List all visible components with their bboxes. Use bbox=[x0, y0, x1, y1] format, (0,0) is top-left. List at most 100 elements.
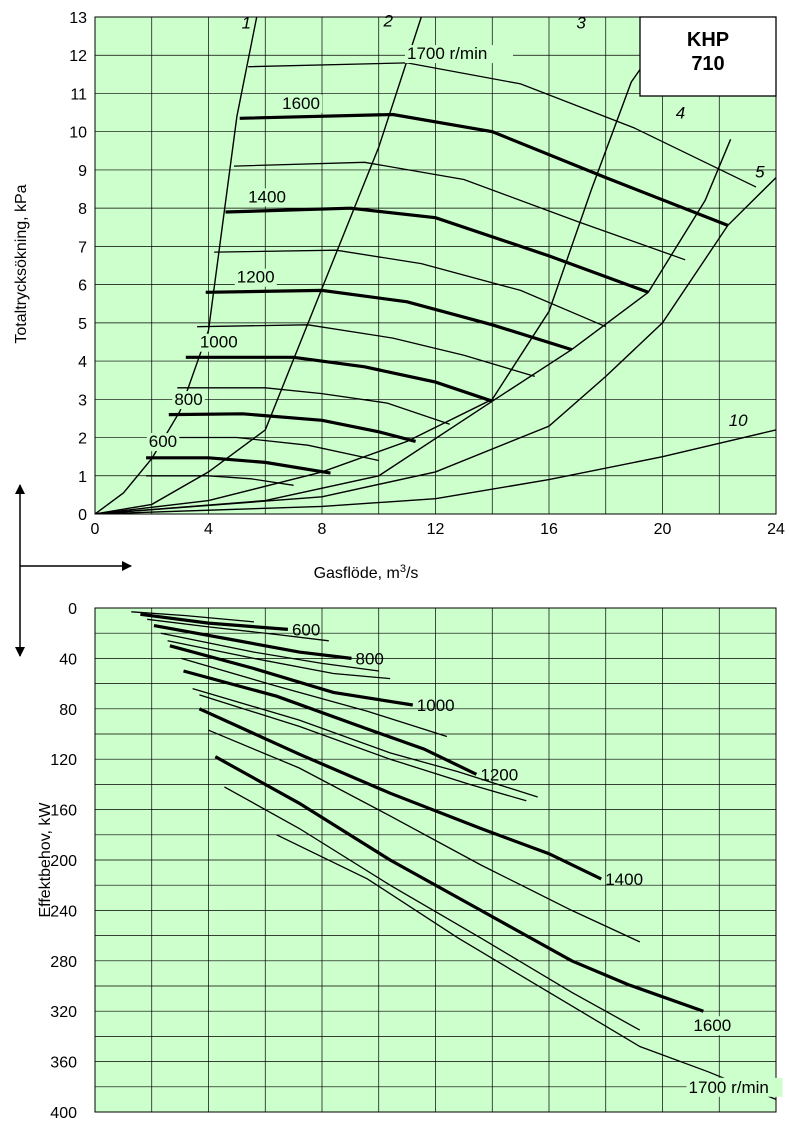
power-curve-1600 bbox=[214, 755, 704, 1013]
pressure-y-tick: 8 bbox=[78, 201, 87, 218]
pressure-x-tick: 24 bbox=[767, 521, 785, 538]
pressure-x-tick: 4 bbox=[204, 521, 213, 538]
power-y-axis-label: Effektbehov, kW bbox=[37, 802, 54, 918]
speed-curve-1400 bbox=[225, 206, 649, 294]
pressure-x-tick: 12 bbox=[427, 521, 445, 538]
model-badge-line1: KHP bbox=[687, 29, 729, 51]
power-curve-1000 bbox=[169, 644, 414, 707]
power-label-1000: 1000 bbox=[417, 696, 455, 715]
power-curve-1400 bbox=[198, 707, 602, 881]
power-curve-minor-7 bbox=[181, 657, 448, 738]
system-curve-10 bbox=[95, 429, 776, 514]
power-y-tick: 360 bbox=[50, 1055, 77, 1072]
speed-curve-minor-6 bbox=[197, 324, 535, 378]
pressure-y-tick: 10 bbox=[69, 125, 87, 142]
power-label-600: 600 bbox=[292, 620, 320, 639]
power-label-1400: 1400 bbox=[605, 870, 643, 889]
power-y-tick: 0 bbox=[68, 601, 77, 618]
speed-curve-1700 r/min bbox=[248, 62, 757, 188]
power-curve-minor-14 bbox=[224, 786, 641, 1031]
power-y-tick: 40 bbox=[59, 651, 77, 668]
speed-label-1000: 1000 bbox=[200, 333, 238, 352]
speed-label-bg bbox=[146, 433, 180, 452]
power-curve-minor-10 bbox=[199, 694, 527, 802]
power-y-tick: 80 bbox=[59, 702, 77, 719]
speed-label-bg bbox=[246, 188, 289, 207]
pressure-y-tick: 11 bbox=[70, 86, 87, 103]
speed-curve-1200 bbox=[205, 288, 573, 352]
speed-curve-minor-1 bbox=[146, 475, 294, 486]
power-grid bbox=[95, 608, 776, 1112]
pressure-y-tick: 9 bbox=[78, 163, 87, 180]
pressure-grid bbox=[95, 17, 776, 514]
speed-label-bg bbox=[404, 45, 513, 64]
power-curve-minor-9 bbox=[192, 687, 538, 798]
pressure-y-axis-label: Totaltrycksökning, kPa bbox=[13, 184, 30, 343]
pressure-y-tick: 1 bbox=[78, 469, 87, 486]
power-label-800: 800 bbox=[356, 649, 384, 668]
speed-curve-minor-10 bbox=[233, 161, 686, 261]
speed-label-bg bbox=[280, 94, 323, 113]
speed-label-1200: 1200 bbox=[237, 268, 275, 287]
power-y-tick: 280 bbox=[50, 954, 77, 971]
pressure-x-tick: 8 bbox=[318, 521, 327, 538]
power-label-1700 r/min: 1700 r/min bbox=[689, 1078, 769, 1097]
system-label-5: 5 bbox=[755, 163, 765, 182]
system-curve-2 bbox=[95, 17, 422, 514]
power-y-tick: 160 bbox=[50, 803, 77, 820]
power-curves bbox=[131, 611, 777, 1101]
power-label-bg bbox=[686, 1077, 783, 1097]
power-curve-800 bbox=[153, 624, 352, 660]
pressure-y-tick: 4 bbox=[78, 354, 87, 371]
power-y-tick: 200 bbox=[50, 853, 77, 870]
speed-label-1600: 1600 bbox=[282, 94, 320, 113]
power-curve-minor-12 bbox=[208, 729, 641, 943]
power-curve-1700 r/min bbox=[276, 834, 777, 1101]
pressure-x-axis-label: Gasflöde, m3/s bbox=[314, 563, 419, 582]
system-curve-5 bbox=[95, 177, 776, 514]
power-y-tick: 400 bbox=[50, 1105, 77, 1122]
power-y-tick: 240 bbox=[50, 903, 77, 920]
system-label-1: 1 bbox=[242, 13, 251, 32]
speed-label-bg bbox=[172, 391, 205, 410]
speed-curve-800 bbox=[168, 412, 417, 443]
speed-label-bg bbox=[234, 268, 277, 287]
pressure-y-tick: 3 bbox=[78, 392, 87, 409]
speed-label-1700 r/min: 1700 r/min bbox=[407, 44, 487, 63]
power-curve-labels: 600 800 1000 1200 1400 1600 1700 r/min bbox=[292, 620, 783, 1097]
pressure-x-tick: 0 bbox=[91, 521, 100, 538]
power-curve-minor-2 bbox=[147, 618, 329, 642]
power-curve-1200 bbox=[183, 669, 478, 776]
system-curve-3 bbox=[95, 17, 678, 514]
pressure-y-tick: 5 bbox=[78, 316, 87, 333]
power-y-tick: 320 bbox=[50, 1004, 77, 1021]
power-label-1600: 1600 bbox=[693, 1016, 731, 1035]
power-curve-minor-4 bbox=[160, 632, 379, 672]
pressure-y-tick: 7 bbox=[78, 239, 87, 256]
pressure-y-tick: 0 bbox=[78, 507, 87, 524]
speed-curve-minor-8 bbox=[214, 249, 607, 328]
pressure-y-tick: 2 bbox=[78, 431, 87, 448]
pressure-y-tick: 13 bbox=[69, 10, 87, 27]
system-label-10: 10 bbox=[729, 411, 748, 430]
pressure-y-tick: 6 bbox=[78, 278, 87, 295]
speed-label-bg bbox=[197, 333, 240, 352]
speed-label-600: 600 bbox=[149, 432, 177, 451]
pressure-x-tick: 20 bbox=[654, 521, 672, 538]
pressure-x-ticks: 0 4 8 12 16 20 24 bbox=[91, 521, 785, 538]
system-label-3: 3 bbox=[576, 13, 586, 32]
pressure-y-tick: 12 bbox=[69, 48, 87, 65]
power-y-ticks: 0 40 80 120 160 200 240 280 320 360 400 bbox=[50, 601, 77, 1122]
system-label-4: 4 bbox=[676, 103, 685, 122]
power-label-1200: 1200 bbox=[480, 765, 518, 784]
speed-curve-600 bbox=[146, 456, 331, 475]
speed-curve-minor-4 bbox=[177, 387, 450, 425]
model-badge-line2: 710 bbox=[691, 53, 724, 75]
power-curve-600 bbox=[140, 612, 289, 631]
power-curve-minor-0 bbox=[131, 611, 254, 623]
power-label-bg bbox=[691, 1016, 734, 1036]
speed-curve-1600 bbox=[239, 112, 729, 227]
